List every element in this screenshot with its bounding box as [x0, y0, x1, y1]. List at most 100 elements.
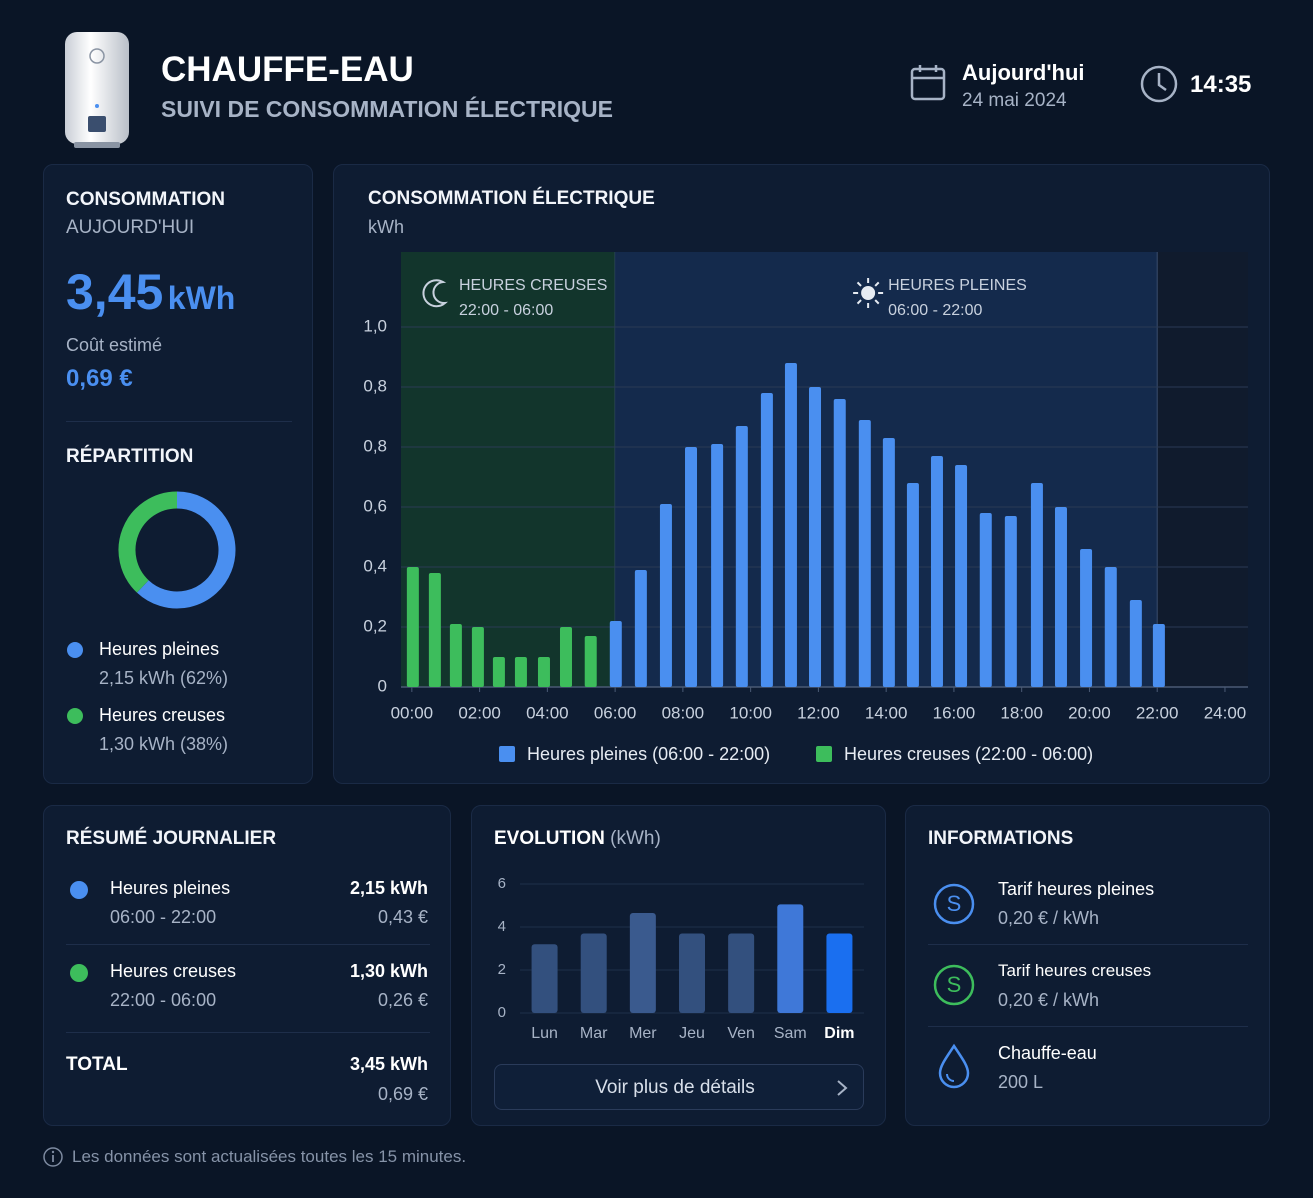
bar	[1004, 516, 1017, 687]
dot	[70, 964, 88, 982]
x-tick-label: Dim	[824, 1025, 854, 1042]
info-value: 0,20 € / kWh	[998, 908, 1100, 928]
bar	[858, 420, 871, 687]
info-label: Tarif heures creuses	[998, 961, 1152, 980]
info-label: Chauffe-eau	[998, 1043, 1097, 1063]
row-cost: 0,26 €	[377, 990, 428, 1010]
time: 14:35	[1190, 71, 1252, 98]
x-tick-label: 14:00	[865, 703, 908, 722]
legend-value: 2,15 kWh (62%)	[99, 668, 229, 688]
chart-title: CONSOMMATION ÉLECTRIQUE	[368, 188, 655, 209]
info-icon	[43, 1147, 63, 1167]
bar	[428, 573, 441, 687]
separator	[66, 421, 292, 422]
total-energy: 3,45 kWh	[349, 1054, 428, 1074]
donut-segment	[118, 491, 178, 593]
x-tick-label: 02:00	[458, 703, 501, 722]
hourly-chart: HEURES CREUSES 22:00 - 06:00 HEURES PLEINE…	[363, 252, 1248, 764]
water-heater-icon	[65, 32, 129, 148]
bar	[882, 438, 895, 687]
row-name: Heures pleines	[110, 878, 231, 898]
band-range: 06:00 - 22:00	[888, 302, 982, 319]
x-tick-label: 16:00	[933, 703, 976, 722]
row-hours: 22:00 - 06:00	[110, 990, 217, 1010]
bar	[531, 944, 558, 1013]
band-label: HEURES CREUSES	[459, 277, 607, 294]
x-tick-label: 20:00	[1068, 703, 1111, 722]
bar	[711, 444, 724, 687]
x-tick-label: 04:00	[526, 703, 569, 722]
tariff-icon: S	[933, 883, 975, 925]
legend-label: Heures creuses (22:00 - 06:00)	[844, 744, 1093, 764]
bar	[609, 621, 622, 687]
tariff-icon: S	[933, 964, 975, 1006]
daily-card: RÉSUMÉ JOURNALIER Heures pleines 06:00 -…	[43, 805, 451, 1126]
bar	[685, 447, 698, 687]
footer-note: Les données sont actualisées toutes les …	[72, 1147, 467, 1166]
x-tick-label: 12:00	[797, 703, 840, 722]
bar	[406, 567, 419, 687]
bar	[629, 913, 656, 1013]
separator	[928, 944, 1248, 945]
bar	[979, 513, 992, 687]
y-tick-label: 2	[498, 961, 506, 978]
summary-card: CONSOMMATION AUJOURD'HUI 3,45 kWh Coût e…	[43, 164, 313, 784]
sun-ray	[856, 299, 862, 305]
x-tick-label: Ven	[727, 1025, 755, 1042]
x-tick-label: 00:00	[391, 703, 434, 722]
separator	[66, 1032, 430, 1033]
bar	[826, 933, 853, 1013]
bar	[514, 657, 527, 687]
clock-icon	[1140, 65, 1178, 103]
donut-title: RÉPARTITION	[66, 446, 194, 467]
legend-swatch	[499, 746, 515, 762]
evolution-heading: EVOLUTION (kWh)	[494, 828, 661, 850]
x-tick-label: 10:00	[729, 703, 772, 722]
bar	[809, 387, 822, 687]
bar	[906, 483, 919, 687]
row-name: Heures creuses	[110, 961, 237, 981]
bar	[1080, 549, 1093, 687]
legend-label: Heures creuses	[99, 705, 226, 725]
bar	[930, 456, 943, 687]
x-tick-label: Mer	[629, 1025, 657, 1042]
info-title: INFORMATIONS	[928, 828, 1074, 849]
donut-segment	[136, 491, 236, 609]
svg-text:S: S	[947, 891, 962, 916]
bar	[580, 933, 607, 1013]
row-energy: 1,30 kWh	[349, 961, 428, 981]
bar	[777, 904, 804, 1013]
chevron	[837, 1080, 848, 1096]
bar	[955, 465, 968, 687]
summary-subtitle: AUJOURD'HUI	[66, 217, 195, 238]
x-tick-label: 08:00	[662, 703, 705, 722]
separator	[66, 944, 430, 945]
x-tick-label: Sam	[774, 1025, 807, 1042]
legend-swatch	[816, 746, 832, 762]
bar	[735, 426, 748, 687]
summary-title: CONSOMMATION	[66, 189, 226, 210]
sun-icon	[861, 286, 876, 300]
bar	[559, 627, 572, 687]
sun-ray	[874, 299, 880, 305]
info-card: INFORMATIONS S Tarif heures pleines 0,20…	[905, 805, 1270, 1126]
x-tick-label: 22:00	[1136, 703, 1179, 722]
dot	[70, 881, 88, 899]
bar	[1152, 624, 1165, 687]
bar	[584, 636, 597, 687]
date: 24 mai 2024	[962, 90, 1067, 111]
sun-ray	[856, 281, 862, 287]
y-tick-label: 4	[498, 918, 506, 935]
legend-value: 1,30 kWh (38%)	[99, 734, 229, 754]
chart-card: HEURES CREUSES 22:00 - 06:00 HEURES PLEINE…	[333, 164, 1270, 784]
consumption: 3,45 kWh	[66, 263, 235, 321]
bar	[659, 504, 672, 687]
x-tick-label: 06:00	[594, 703, 637, 722]
legend-dot	[67, 708, 83, 724]
y-tick-label: 0,6	[363, 496, 387, 515]
legend-label: Heures pleines (06:00 - 22:00)	[527, 744, 770, 764]
bar	[492, 657, 505, 687]
details-button[interactable]: Voir plus de détails	[494, 1064, 864, 1110]
x-tick-label: Jeu	[679, 1025, 705, 1042]
